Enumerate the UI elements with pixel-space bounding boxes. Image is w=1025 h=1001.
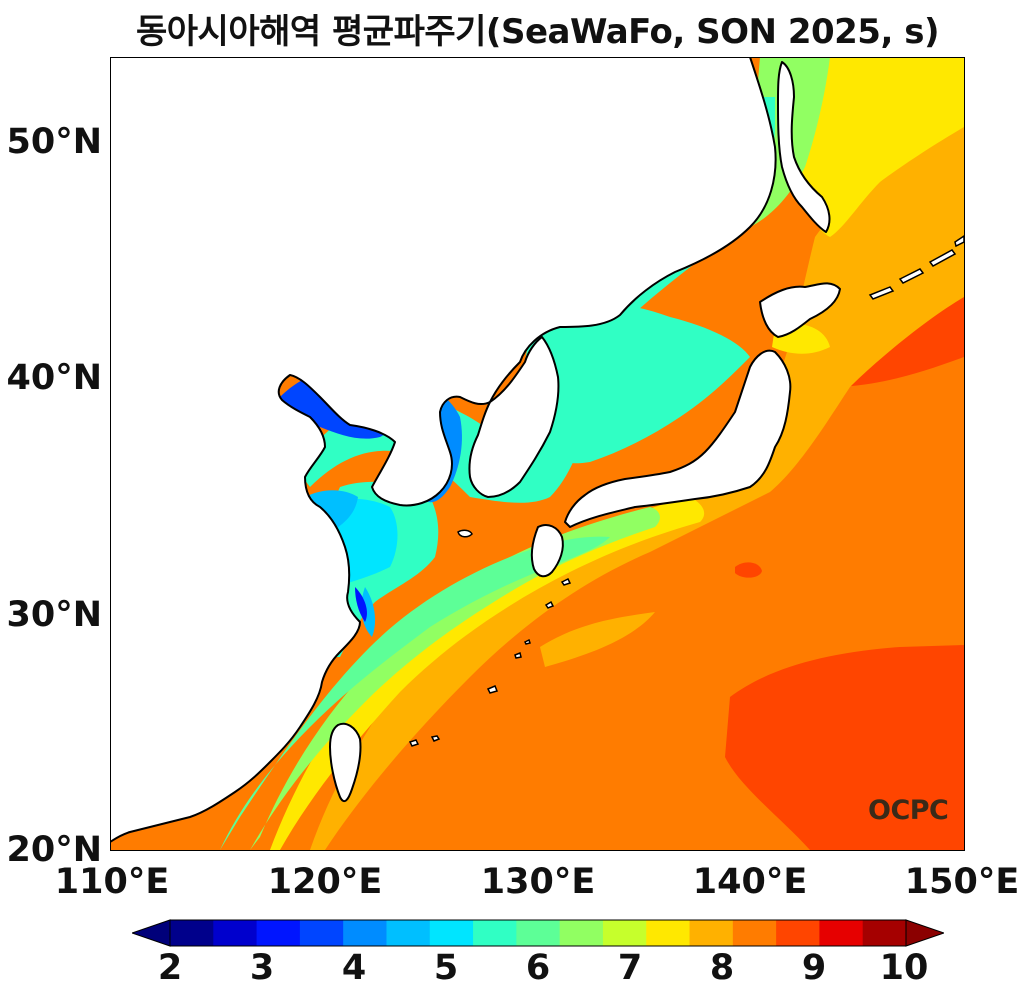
ocean-field-3-coastal [355, 587, 367, 622]
map-title: 동아시아해역 평균파주기(SeaWaFo, SON 2025, s) [136, 12, 939, 52]
colorbar-segment [819, 920, 864, 946]
colorbar-segment [343, 920, 387, 946]
land-japan-hokkaido [759, 282, 841, 338]
land-sakhalin [777, 61, 831, 233]
colorbar-outline [169, 919, 907, 947]
colorbar-segment [732, 920, 777, 946]
ocean-field-7.5to8 [310, 97, 964, 850]
land-japan-honshu [564, 349, 792, 528]
lon-label-140e: 140°E [692, 862, 808, 902]
land-taiwan [329, 722, 362, 803]
land-korea [468, 336, 560, 498]
land-asia-mainland [110, 57, 777, 843]
land-japan-kyushu [530, 524, 564, 578]
colorbar-tick-label: 8 [709, 948, 735, 988]
colorbar-tick-label: 6 [525, 948, 551, 988]
ocean-field-8.5to9-small [735, 562, 762, 578]
ocean-field-5.5to6-japan-sea [523, 301, 750, 464]
colorbar-tick-label: 5 [433, 948, 459, 988]
colorbar-segment [473, 920, 517, 946]
ocean-field-8.5to9-southeast [725, 645, 964, 850]
colorbar-tick-label: 7 [617, 948, 643, 988]
map-panel [110, 57, 964, 850]
colorbar-tick-label: 3 [249, 948, 275, 988]
lon-label-120e: 120°E [267, 862, 383, 902]
land-ryukyu-islands [408, 529, 572, 747]
lon-label-150e: 150°E [904, 862, 1020, 902]
lat-label-20n: 20°N [6, 830, 103, 870]
colorbar-over-arrow [905, 919, 944, 947]
colorbar-segment [646, 920, 691, 946]
colorbar-tick-label: 9 [801, 948, 827, 988]
ocean-field-7to7.5 [270, 57, 964, 850]
ocean-field-7.5to8-patch [540, 612, 655, 667]
colorbar-segment [602, 920, 647, 946]
wave-period-map [110, 57, 964, 850]
colorbar-tick-label: 4 [341, 948, 367, 988]
colorbar-under-arrow [132, 919, 171, 947]
lat-label-40n: 40°N [6, 358, 103, 398]
colorbar-segment [776, 920, 820, 946]
colorbar-segment [299, 920, 344, 946]
lat-label-50n: 50°N [6, 122, 103, 162]
colorbar-segment [689, 920, 734, 946]
ocpc-watermark: OCPC [868, 795, 949, 826]
colorbar-segment [256, 920, 301, 946]
colorbar-segment [170, 920, 214, 946]
colorbar-segment [429, 920, 474, 946]
colorbar-segment [213, 920, 258, 946]
colorbar-segment [386, 920, 431, 946]
colorbar-tick-label: 10 [879, 948, 929, 988]
lon-label-130e: 130°E [480, 862, 596, 902]
colorbar-segment [516, 920, 561, 946]
lat-label-30n: 30°N [6, 595, 103, 635]
colorbar-segment [862, 920, 907, 946]
land-kuril-islands [868, 235, 964, 300]
colorbar-segment [559, 920, 604, 946]
colorbar-tick-label: 2 [157, 948, 183, 988]
colorbar [132, 919, 944, 947]
lon-label-110e: 110°E [54, 862, 170, 902]
